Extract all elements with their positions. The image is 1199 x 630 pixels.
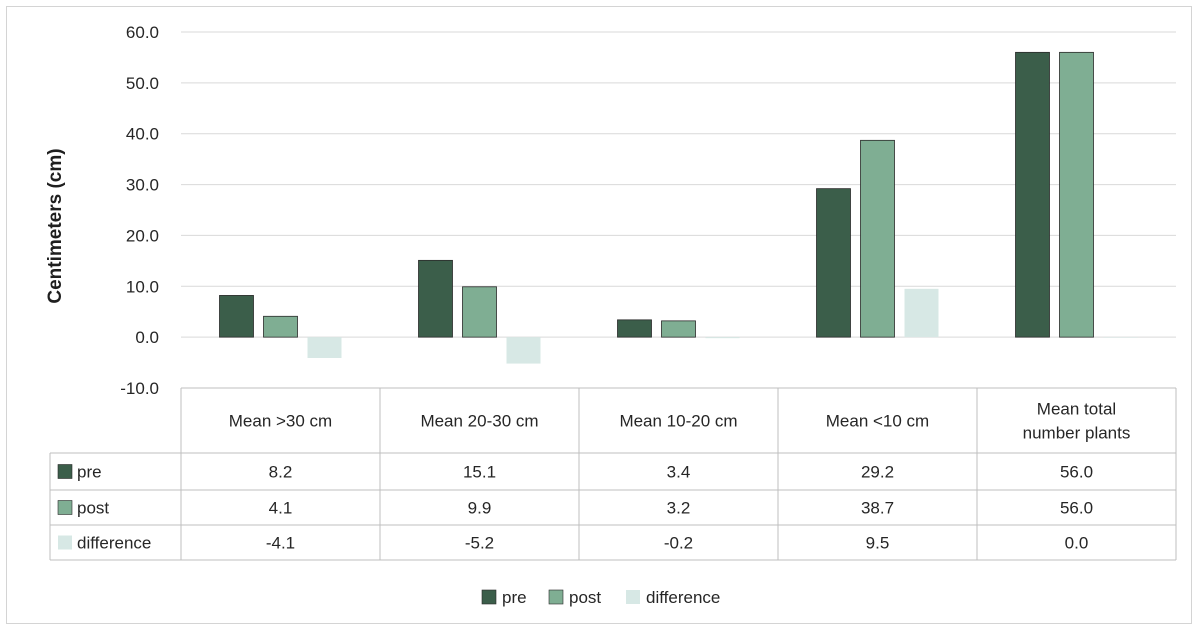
- y-tick-label: 60.0: [126, 23, 159, 42]
- legend-key-difference: [58, 535, 72, 550]
- bar-difference: [1103, 337, 1138, 338]
- data-label: -5.2: [465, 534, 494, 553]
- category-label: Mean >30 cm: [229, 412, 332, 431]
- y-tick-label: 10.0: [126, 277, 159, 296]
- data-label: 3.2: [667, 499, 691, 518]
- data-label: 56.0: [1060, 499, 1093, 518]
- bar-pre: [1015, 51, 1050, 338]
- y-tick-label: 0.0: [135, 328, 159, 347]
- data-label: 3.4: [667, 463, 691, 482]
- row-label: difference: [77, 534, 151, 553]
- data-label: 15.1: [463, 463, 496, 482]
- y-tick-label: 40.0: [126, 125, 159, 144]
- data-label: 9.9: [468, 499, 492, 518]
- bar-post: [860, 139, 895, 338]
- data-label: 8.2: [269, 463, 293, 482]
- data-label: 29.2: [861, 463, 894, 482]
- category-label: Mean total: [1037, 400, 1116, 419]
- bar-post: [1059, 51, 1094, 338]
- data-label: 9.5: [866, 534, 890, 553]
- legend-label: pre: [502, 588, 527, 607]
- data-label: 56.0: [1060, 463, 1093, 482]
- bar-difference: [506, 337, 541, 364]
- data-label: 38.7: [861, 499, 894, 518]
- bar-post: [661, 320, 696, 338]
- data-label: 4.1: [269, 499, 293, 518]
- legend-swatch-difference: [626, 590, 640, 604]
- bar-post: [462, 286, 497, 338]
- row-label: pre: [77, 463, 102, 482]
- bar-difference: [705, 337, 740, 339]
- y-tick-label: 50.0: [126, 74, 159, 93]
- legend-label: difference: [646, 588, 720, 607]
- bar-difference: [307, 337, 342, 358]
- y-tick-label: 30.0: [126, 176, 159, 195]
- y-axis-title: Centimeters (cm): [45, 148, 66, 303]
- bar-post: [263, 315, 298, 338]
- legend-swatch-post: [548, 589, 564, 605]
- category-label: Mean 20-30 cm: [420, 412, 538, 431]
- bar-pre: [816, 188, 851, 338]
- data-label: -4.1: [266, 534, 295, 553]
- chart-frame: [6, 6, 1192, 624]
- bar-pre: [617, 319, 652, 338]
- y-tick-label: -10.0: [120, 379, 159, 398]
- legend-key-post: [57, 500, 73, 515]
- category-label: Mean <10 cm: [826, 412, 929, 431]
- row-label: post: [77, 499, 109, 518]
- data-label: 0.0: [1065, 534, 1089, 553]
- category-label: Mean 10-20 cm: [619, 412, 737, 431]
- legend-swatch-pre: [481, 589, 497, 605]
- legend-key-pre: [57, 464, 73, 479]
- y-tick-label: 20.0: [126, 226, 159, 245]
- bar-pre: [219, 295, 254, 338]
- legend-label: post: [569, 588, 601, 607]
- category-label: number plants: [1023, 424, 1131, 443]
- bar-difference: [904, 288, 939, 338]
- data-label: -0.2: [664, 534, 693, 553]
- bar-pre: [418, 259, 453, 338]
